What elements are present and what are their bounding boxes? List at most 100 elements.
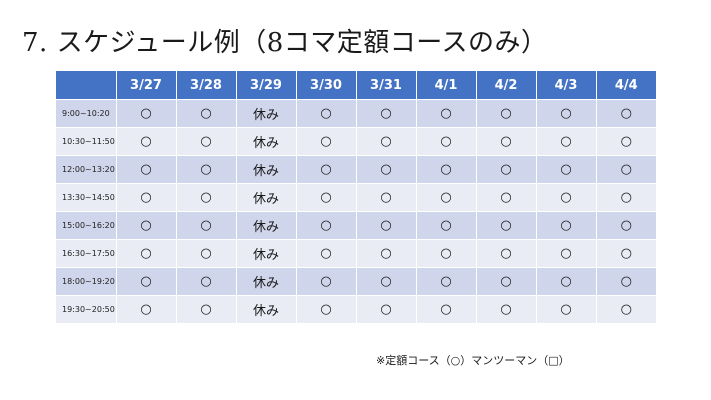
schedule-cell: ○: [536, 211, 597, 240]
schedule-cell: ○: [356, 239, 417, 268]
schedule-cell: ○: [596, 155, 656, 184]
header-cell-date: 3/30: [296, 71, 357, 100]
schedule-cell: ○: [476, 183, 537, 212]
schedule-cell: ○: [116, 295, 177, 323]
schedule-cell: ○: [176, 155, 237, 184]
schedule-cell: ○: [116, 239, 177, 268]
schedule-cell: ○: [116, 183, 177, 212]
schedule-cell: ○: [116, 127, 177, 156]
schedule-cell: ○: [176, 239, 237, 268]
schedule-cell: ○: [356, 127, 417, 156]
schedule-cell: ○: [296, 155, 357, 184]
schedule-cell: ○: [476, 295, 537, 323]
schedule-cell: ○: [296, 267, 357, 296]
schedule-cell: ○: [536, 127, 597, 156]
schedule-cell: ○: [596, 127, 656, 156]
table-row: 9:00~10:20 ○ ○ 休み ○ ○ ○ ○ ○ ○: [56, 99, 656, 128]
schedule-cell: ○: [536, 295, 597, 323]
schedule-cell: ○: [176, 211, 237, 240]
schedule-cell: ○: [596, 239, 656, 268]
table-row: 10:30~11:50 ○ ○ 休み ○ ○ ○ ○ ○ ○: [56, 127, 656, 156]
schedule-cell: ○: [596, 99, 656, 128]
time-slot-cell: 12:00~13:20: [56, 155, 117, 184]
schedule-cell: 休み: [236, 127, 297, 156]
schedule-cell: ○: [416, 99, 477, 128]
time-slot-cell: 10:30~11:50: [56, 127, 117, 156]
schedule-cell: ○: [176, 295, 237, 323]
schedule-cell: ○: [296, 127, 357, 156]
schedule-cell: 休み: [236, 239, 297, 268]
schedule-cell: ○: [536, 267, 597, 296]
schedule-cell: ○: [476, 239, 537, 268]
schedule-cell: ○: [356, 295, 417, 323]
header-cell-date: 3/28: [176, 71, 237, 100]
schedule-cell: ○: [296, 295, 357, 323]
schedule-cell: ○: [356, 267, 417, 296]
schedule-cell: ○: [356, 155, 417, 184]
slide-title: 7. スケジュール例（8コマ定額コースのみ）: [22, 28, 548, 58]
schedule-cell: ○: [476, 127, 537, 156]
schedule-cell: ○: [416, 295, 477, 323]
schedule-cell: 休み: [236, 155, 297, 184]
schedule-cell: ○: [416, 127, 477, 156]
table-row: 13:30~14:50 ○ ○ 休み ○ ○ ○ ○ ○ ○: [56, 183, 656, 212]
schedule-cell: ○: [116, 99, 177, 128]
schedule-cell: ○: [356, 211, 417, 240]
time-slot-cell: 19:30~20:50: [56, 295, 117, 323]
time-slot-cell: 18:00~19:20: [56, 267, 117, 296]
schedule-table: 3/27 3/28 3/29 3/30 3/31 4/1 4/2 4/3 4/4…: [56, 71, 656, 323]
schedule-cell: ○: [416, 211, 477, 240]
schedule-cell: ○: [536, 99, 597, 128]
table-row: 19:30~20:50 ○ ○ 休み ○ ○ ○ ○ ○ ○: [56, 295, 656, 323]
header-cell-date: 3/29: [236, 71, 297, 100]
schedule-cell: ○: [416, 155, 477, 184]
time-slot-cell: 9:00~10:20: [56, 99, 117, 128]
schedule-cell: ○: [116, 211, 177, 240]
schedule-cell: ○: [476, 211, 537, 240]
schedule-cell: ○: [296, 239, 357, 268]
schedule-cell: ○: [176, 183, 237, 212]
time-slot-cell: 15:00~16:20: [56, 211, 117, 240]
schedule-cell: ○: [356, 183, 417, 212]
schedule-cell: ○: [476, 267, 537, 296]
schedule-cell: ○: [296, 211, 357, 240]
time-slot-cell: 16:30~17:50: [56, 239, 117, 268]
header-cell-date: 3/31: [356, 71, 417, 100]
schedule-cell: ○: [116, 267, 177, 296]
header-cell-date: 4/4: [596, 71, 656, 100]
table-row: 15:00~16:20 ○ ○ 休み ○ ○ ○ ○ ○ ○: [56, 211, 656, 240]
table-row: 16:30~17:50 ○ ○ 休み ○ ○ ○ ○ ○ ○: [56, 239, 656, 268]
schedule-cell: 休み: [236, 99, 297, 128]
header-row: 3/27 3/28 3/29 3/30 3/31 4/1 4/2 4/3 4/4: [56, 71, 656, 100]
table-row: 18:00~19:20 ○ ○ 休み ○ ○ ○ ○ ○ ○: [56, 267, 656, 296]
schedule-cell: ○: [596, 267, 656, 296]
schedule-cell: ○: [476, 99, 537, 128]
schedule-cell: ○: [176, 99, 237, 128]
schedule-cell: ○: [596, 183, 656, 212]
header-cell-date: 4/1: [416, 71, 477, 100]
schedule-cell: 休み: [236, 267, 297, 296]
schedule-cell: ○: [596, 211, 656, 240]
schedule-cell: ○: [296, 99, 357, 128]
schedule-cell: 休み: [236, 295, 297, 323]
table-row: 12:00~13:20 ○ ○ 休み ○ ○ ○ ○ ○ ○: [56, 155, 656, 184]
schedule-cell: ○: [116, 155, 177, 184]
schedule-cell: ○: [536, 239, 597, 268]
schedule-cell: 休み: [236, 211, 297, 240]
schedule-cell: ○: [416, 183, 477, 212]
schedule-cell: ○: [176, 127, 237, 156]
schedule-cell: 休み: [236, 183, 297, 212]
header-cell-corner: [56, 71, 117, 100]
header-cell-date: 4/2: [476, 71, 537, 100]
time-slot-cell: 13:30~14:50: [56, 183, 117, 212]
schedule-cell: ○: [596, 295, 656, 323]
schedule-cell: ○: [536, 183, 597, 212]
footnote: ※定額コース（○）マンツーマン（□）: [376, 354, 570, 367]
schedule-cell: ○: [356, 99, 417, 128]
header-cell-date: 4/3: [536, 71, 597, 100]
schedule-cell: ○: [416, 267, 477, 296]
schedule-cell: ○: [296, 183, 357, 212]
schedule-cell: ○: [176, 267, 237, 296]
header-cell-date: 3/27: [116, 71, 177, 100]
schedule-cell: ○: [476, 155, 537, 184]
